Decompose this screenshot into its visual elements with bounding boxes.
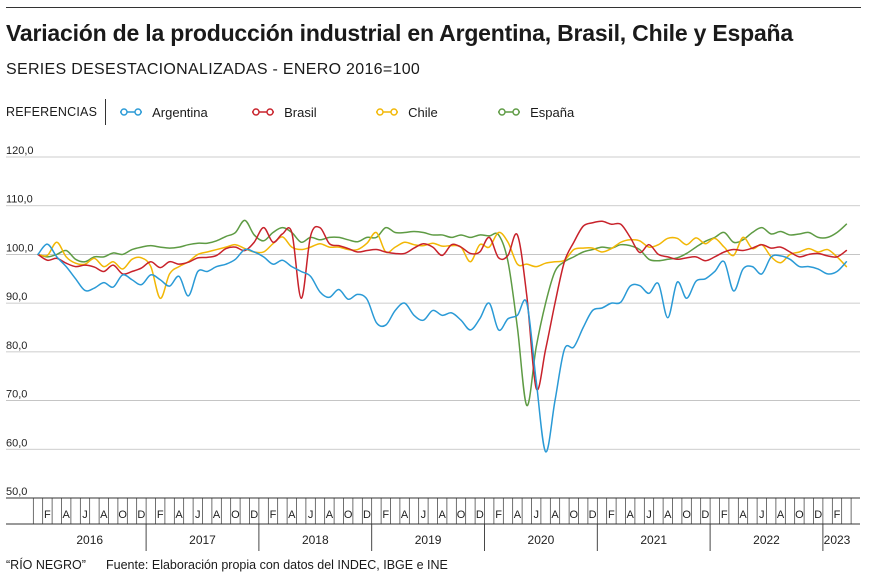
x-month-label: O [231,509,240,521]
y-tick-label: 120,0 [6,145,34,157]
x-month-label: A [551,509,559,521]
x-month-label: A [100,509,108,521]
x-month-label: A [514,509,522,521]
x-month-label: D [363,509,371,521]
legend-label-chile: Chile [408,104,438,120]
x-month-label: A [777,509,785,521]
series-line-espana [37,219,848,407]
legend-marker-espana [498,108,521,116]
x-month-label: F [721,509,728,521]
x-month-label: A [175,509,183,521]
legend-title: REFERENCIAS [6,99,107,125]
x-month-label: O [795,509,804,521]
x-month-label: D [701,509,709,521]
x-month-label: D [476,509,484,521]
x-month-label: J [646,509,652,521]
credit-text: “RÍO NEGRO” [6,558,86,572]
top-rule [6,7,861,8]
x-month-label: A [664,509,672,521]
x-month-label: O [682,509,691,521]
y-tick-label: 70,0 [6,389,27,401]
x-month-label: D [137,509,145,521]
x-month-label: A [326,509,334,521]
x-year-label: 2020 [528,533,555,547]
legend-label-argentina: Argentina [152,104,208,120]
x-month-label: F [834,509,841,521]
legend-item-brasil: Brasil [252,105,362,120]
x-month-label: A [627,509,635,521]
legend-item-espana: España [498,105,598,120]
x-year-label: 2017 [189,533,216,547]
x-month-label: F [495,509,502,521]
legend-marker-brasil [252,108,275,116]
x-year-label: 2018 [302,533,329,547]
series-lines [37,219,848,453]
x-year-label: 2016 [76,533,103,547]
x-month-label: F [44,509,51,521]
x-month-label: A [401,509,409,521]
x-year-label: 2022 [753,533,780,547]
legend: REFERENCIAS Argentina Brasil Chile Españ… [6,99,598,125]
legend-item-argentina: Argentina [120,105,238,120]
x-year-label: 2021 [640,533,667,547]
legend-label-brasil: Brasil [284,104,317,120]
gridlines [6,156,860,499]
series-line-chile [37,231,848,300]
x-month-label: D [250,509,258,521]
x-month-label: J [421,509,427,521]
x-month-label: O [118,509,127,521]
legend-label-espana: España [530,104,575,120]
legend-item-chile: Chile [376,105,484,120]
x-month-label: J [195,509,201,521]
y-tick-label: 100,0 [6,242,34,254]
x-month-label: F [157,509,164,521]
x-month-label: D [589,509,597,521]
x-month-label: A [63,509,71,521]
y-tick-label: 90,0 [6,291,27,303]
x-month-label: F [608,509,615,521]
x-month-label: A [439,509,447,521]
y-tick-label: 80,0 [6,340,27,352]
x-month-label: O [570,509,579,521]
series-line-argentina [37,243,848,453]
x-month-label: F [270,509,277,521]
legend-marker-chile [376,108,399,116]
x-month-label: A [288,509,296,521]
chart-subtitle: SERIES DESESTACIONALIZADAS - ENERO 2016=… [6,61,421,78]
x-year-label: 2019 [415,533,442,547]
series-line-brasil [37,220,848,391]
x-month-label: J [308,509,314,521]
x-month-label: O [344,509,353,521]
chart-title: Variación de la producción industrial en… [6,20,793,46]
x-month-label: A [213,509,221,521]
x-month-label: J [82,509,88,521]
x-month-label: J [759,509,765,521]
y-axis-ticks: 50,0 60,0 70,0 80,0 90,0 100,0 110,0 120,0 [6,145,34,498]
source-text: Fuente: Elaboración propia con datos del… [106,558,448,572]
x-year-label: 2023 [824,533,851,547]
y-tick-label: 50,0 [6,486,27,498]
x-month-label: F [382,509,389,521]
x-month-label: J [533,509,539,521]
legend-marker-argentina [120,108,143,116]
y-tick-label: 110,0 [6,194,33,206]
x-month-label: D [814,509,822,521]
x-month-label: A [739,509,747,521]
y-tick-label: 60,0 [6,437,27,449]
x-month-label: O [457,509,466,521]
